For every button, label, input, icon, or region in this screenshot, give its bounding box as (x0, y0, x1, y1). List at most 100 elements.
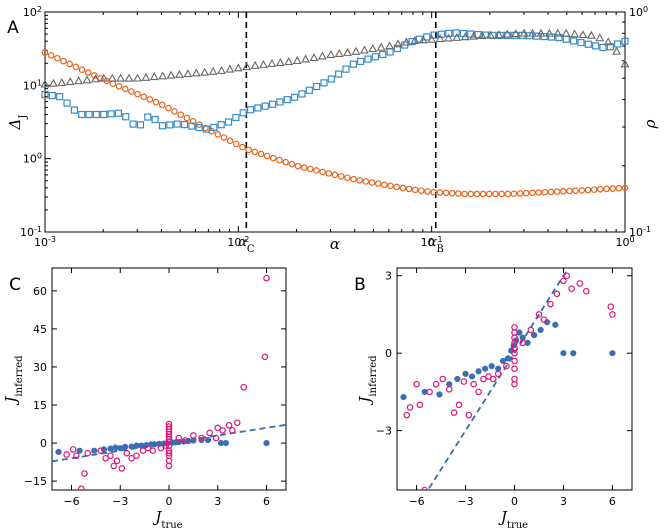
panel-a-point (70, 106, 78, 114)
panel-a-point (511, 29, 521, 38)
panel-b-point (421, 486, 429, 490)
panel-a-point (41, 49, 49, 56)
panel-b-point (450, 409, 458, 416)
panel-a-yr-ticklabel: 10-1 (629, 225, 651, 240)
panel-b-point (553, 290, 561, 298)
panel-c-point (225, 422, 233, 429)
panel-b-y-ticklabel: −3 (376, 425, 392, 438)
panel-a-point (342, 65, 350, 73)
panel-c-point (81, 470, 88, 477)
panel-b-point (421, 388, 428, 396)
panel-a-point (529, 189, 536, 197)
panel-a-point (327, 75, 335, 83)
panel-a-point (263, 152, 271, 160)
panel-a-point (48, 91, 56, 100)
panel-a-point (566, 187, 573, 195)
panel-a-point (129, 120, 137, 128)
panel-c-point (165, 449, 173, 457)
panel-a-x-ticklabel: 10-2 (227, 235, 249, 250)
panel-a-point (47, 52, 55, 59)
panel-a-point (202, 125, 211, 133)
panel-a-point (158, 71, 168, 80)
panel-c-point (122, 443, 129, 450)
panel-a-point (408, 37, 416, 46)
panel-a-yl-ticklabel: 101 (23, 78, 42, 93)
panel-b-point (576, 280, 584, 287)
panel-a-point (259, 59, 268, 68)
panel-a-point (251, 148, 259, 156)
panel-b-point (540, 316, 548, 323)
panel-a-point (467, 190, 475, 198)
panel-c-point (102, 454, 109, 462)
panel-c-point (133, 452, 140, 460)
panel-a-point (615, 184, 623, 192)
panel-a-point (562, 35, 570, 43)
panel-a-point (350, 175, 357, 183)
panel-b-x-ticklabel: −6 (408, 495, 424, 508)
panel-a-point (74, 76, 84, 85)
panel-c-x-title: Jtrue (152, 508, 182, 531)
panel-a-point (57, 77, 67, 86)
panel-a-point (473, 190, 481, 198)
panel-a-point (210, 123, 218, 132)
panel-b-point (516, 329, 523, 336)
panel-a-point (436, 189, 444, 196)
panel-b-point (413, 380, 420, 388)
panel-a-point (386, 48, 394, 56)
panel-c-y-ticklabel: 60 (33, 285, 47, 298)
panel-a-point (158, 101, 166, 109)
panel-b-point (524, 339, 531, 346)
panel-c-letter: C (9, 275, 21, 295)
panel-a-point (63, 99, 71, 107)
panel-a-point (368, 44, 378, 53)
panel-a-point (144, 113, 152, 121)
panel-a-point (217, 65, 226, 74)
panel-a-point (214, 131, 222, 138)
panel-a-point (418, 35, 428, 44)
panel-c-point (55, 448, 62, 456)
panel-c-x-ticklabel: 0 (166, 495, 173, 508)
panel-a-point (424, 188, 431, 195)
panel-a-point (267, 58, 277, 67)
panel-c-point (157, 444, 165, 452)
panel-c-y-title: Jinferred (2, 355, 25, 406)
panel-a-point (85, 110, 93, 119)
panel-a-point (152, 98, 160, 106)
panel-a-point (84, 69, 92, 76)
panel-a-point (208, 66, 218, 75)
panel-a-point (603, 37, 613, 46)
panel-a-point (320, 79, 328, 87)
panel-a-point (599, 43, 607, 52)
panel-a-point (418, 187, 425, 194)
panel-a-point (239, 109, 247, 117)
panel-c-point (162, 442, 170, 449)
panel-c-point (206, 429, 213, 437)
panel-a-point (149, 72, 159, 81)
panel-a-point (393, 183, 401, 191)
panel-a-point (220, 134, 228, 141)
panel-a-point (577, 38, 585, 47)
panel-a-point (175, 69, 184, 78)
panel-b-point (439, 375, 446, 383)
panel-a-point (620, 59, 630, 68)
panel-a-point (294, 162, 302, 170)
panel-a-point (180, 120, 189, 129)
panel-a-point (134, 90, 141, 98)
panel-a-point (91, 74, 100, 83)
panel-b-point (494, 370, 502, 378)
panel-a-point (357, 57, 365, 65)
panel-a-point (578, 187, 586, 194)
panel-c-point (118, 465, 126, 472)
panel-c-y-ticklabel: 45 (33, 323, 47, 336)
panel-b-point (609, 311, 616, 318)
panel-a-point (374, 180, 382, 187)
panel-a-point (121, 85, 129, 93)
panel-a-point (177, 111, 185, 119)
panel-a-point (578, 30, 588, 39)
panel-b-point (400, 393, 407, 401)
panel-a-point (494, 30, 504, 39)
panel-a-point (307, 165, 314, 173)
panel-a-point (368, 179, 376, 186)
